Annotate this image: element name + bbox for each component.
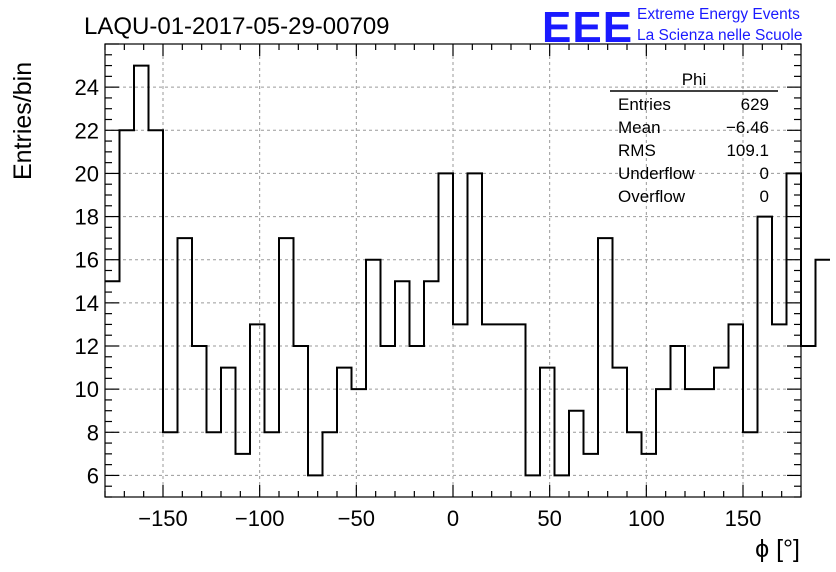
stats-row-value: 629 (741, 95, 769, 114)
stats-row-value: 0 (760, 187, 769, 206)
logo-line-1: Extreme Energy Events (637, 6, 800, 23)
x-tick-label: −50 (338, 506, 375, 531)
x-tick-label: 100 (628, 506, 665, 531)
y-tick-label: 6 (87, 463, 99, 488)
logo-line-2: La Scienza nelle Scuole (637, 27, 802, 44)
plot-title: LAQU-01-2017-05-29-00709 (84, 13, 390, 40)
y-tick-label: 8 (87, 420, 99, 445)
stats-title: Phi (682, 70, 707, 89)
axis-ticks (104, 43, 802, 498)
x-tick-label: −150 (138, 506, 188, 531)
stats-row-value: −6.46 (726, 118, 769, 137)
stats-rows: Entries 629 Mean −6.46 RMS 109.1 Underflow 0 Ove… (618, 95, 769, 206)
stats-row-label: Underflow (618, 164, 695, 183)
x-axis-label: ϕ [°] (755, 535, 800, 563)
y-tick-label: 20 (75, 161, 99, 186)
stats-row-label: RMS (618, 141, 656, 160)
y-tick-label: 22 (75, 118, 99, 143)
stats-row-label: Overflow (618, 187, 686, 206)
x-tick-label: −100 (235, 506, 285, 531)
tick-labels: −150 −100 −50 0 50 100 150 6 8 10 12 14 16 18 20 22 24 (75, 75, 762, 531)
eee-logo: EEE (542, 3, 633, 52)
histogram-series (105, 64, 830, 477)
x-tick-label: 150 (725, 506, 762, 531)
y-tick-label: 24 (75, 75, 99, 100)
y-axis-label: Entries/bin (9, 62, 37, 180)
y-tick-label: 16 (75, 248, 99, 273)
stats-row-value: 0 (760, 164, 769, 183)
stats-row-value: 109.1 (726, 141, 769, 160)
y-tick-label: 12 (75, 334, 99, 359)
y-tick-label: 10 (75, 377, 99, 402)
y-tick-label: 14 (75, 291, 99, 316)
stats-box: Phi Entries 629 Mean −6.46 RMS 109.1 Underflow… (610, 70, 778, 206)
x-tick-label: 0 (447, 506, 459, 531)
x-tick-label: 50 (537, 506, 561, 531)
stats-row-label: Mean (618, 118, 661, 137)
y-tick-label: 18 (75, 205, 99, 230)
stats-row-label: Entries (618, 95, 671, 114)
